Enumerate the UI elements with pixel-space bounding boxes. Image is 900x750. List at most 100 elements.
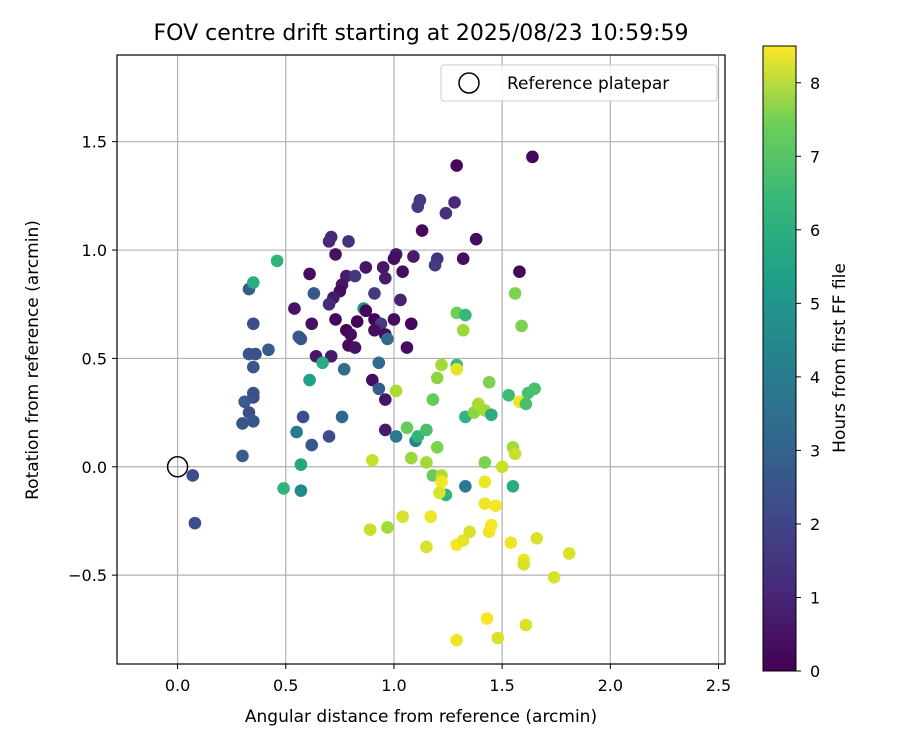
reference-platepar-marker bbox=[166, 456, 189, 478]
y-tick-label: 0.0 bbox=[82, 458, 107, 477]
data-point bbox=[294, 458, 308, 471]
chart-title: FOV centre drift starting at 2025/08/23 … bbox=[154, 21, 689, 46]
data-point bbox=[247, 276, 260, 289]
data-point bbox=[420, 423, 433, 437]
data-point bbox=[378, 423, 392, 437]
data-point bbox=[247, 317, 260, 331]
data-point bbox=[389, 430, 403, 443]
data-point bbox=[322, 297, 336, 311]
data-point bbox=[387, 252, 401, 266]
data-point bbox=[420, 456, 433, 469]
data-point bbox=[238, 395, 251, 409]
data-point bbox=[450, 633, 464, 647]
x-tick-label: 2.5 bbox=[706, 676, 731, 695]
data-point bbox=[270, 254, 284, 268]
data-point bbox=[363, 523, 377, 536]
data-point bbox=[348, 269, 362, 283]
data-point bbox=[303, 373, 316, 387]
data-point bbox=[396, 510, 409, 523]
data-point bbox=[378, 393, 392, 406]
data-point bbox=[305, 317, 319, 331]
data-point bbox=[277, 482, 290, 495]
colorbar-tick-label: 8 bbox=[810, 74, 820, 93]
data-point bbox=[450, 362, 464, 376]
x-tick-label: 0.5 bbox=[273, 676, 298, 695]
data-point bbox=[378, 271, 392, 285]
data-point bbox=[381, 521, 394, 534]
y-tick-label: −0.5 bbox=[68, 566, 107, 585]
data-point bbox=[508, 447, 522, 461]
data-point bbox=[389, 384, 403, 398]
data-point bbox=[435, 475, 448, 489]
data-point bbox=[342, 235, 355, 248]
data-point bbox=[435, 358, 448, 372]
x-axis-label: Angular distance from reference (arcmin) bbox=[245, 707, 597, 727]
data-point bbox=[236, 449, 249, 463]
data-point bbox=[508, 287, 522, 300]
data-point bbox=[247, 360, 260, 374]
data-point bbox=[294, 484, 308, 497]
legend-box bbox=[440, 64, 718, 102]
data-point bbox=[482, 375, 496, 389]
data-point bbox=[294, 332, 308, 346]
colorbar-tick-label: 3 bbox=[810, 441, 820, 460]
data-point bbox=[305, 438, 319, 452]
data-point bbox=[478, 475, 492, 489]
colorbar-tick-label: 7 bbox=[810, 147, 820, 166]
data-point bbox=[463, 525, 476, 539]
data-point bbox=[528, 382, 541, 396]
data-points bbox=[166, 150, 576, 647]
data-point bbox=[329, 313, 342, 326]
data-point bbox=[329, 248, 342, 261]
data-point bbox=[433, 486, 446, 500]
colorbar-tick-label: 4 bbox=[810, 368, 820, 387]
data-point bbox=[400, 341, 414, 354]
data-point bbox=[322, 235, 336, 248]
data-point bbox=[348, 341, 362, 354]
colorbar-tick-label: 5 bbox=[810, 294, 820, 313]
colorbar-tick-label: 1 bbox=[810, 588, 820, 607]
data-point bbox=[366, 373, 379, 387]
data-point bbox=[513, 265, 526, 279]
x-tick-label: 0.0 bbox=[165, 676, 190, 695]
y-axis-label: Rotation from reference (arcmin) bbox=[23, 220, 43, 500]
data-point bbox=[411, 200, 425, 214]
data-point bbox=[335, 410, 349, 424]
data-point bbox=[517, 558, 531, 571]
x-axis-ticks: 0.0 0.5 1.0 1.5 2.0 2.5 bbox=[165, 664, 731, 695]
data-point bbox=[368, 323, 381, 337]
data-point bbox=[396, 265, 409, 279]
data-point bbox=[469, 232, 483, 246]
data-point bbox=[502, 388, 515, 402]
data-point bbox=[359, 261, 373, 274]
data-point bbox=[485, 518, 498, 532]
data-point bbox=[519, 397, 533, 411]
data-point bbox=[236, 417, 249, 430]
data-point bbox=[368, 287, 381, 300]
data-point bbox=[506, 479, 520, 493]
colorbar-tick-label: 0 bbox=[810, 662, 820, 681]
data-point bbox=[495, 460, 509, 474]
data-point bbox=[337, 362, 351, 376]
data-point bbox=[424, 510, 438, 523]
data-point bbox=[288, 302, 301, 315]
y-tick-label: 1.5 bbox=[82, 133, 107, 152]
data-point bbox=[411, 430, 425, 443]
data-point bbox=[307, 287, 321, 300]
data-point bbox=[519, 618, 533, 632]
colorbar-tick-label: 2 bbox=[810, 515, 820, 534]
colorbar: 0 1 2 3 4 5 6 7 8 Hours from first FF file bbox=[762, 45, 850, 681]
data-point bbox=[407, 250, 420, 263]
data-point bbox=[456, 252, 470, 266]
data-point bbox=[316, 356, 329, 370]
data-point bbox=[430, 371, 444, 385]
colorbar-tick-label: 6 bbox=[810, 221, 820, 240]
colorbar-label: Hours from first FF file bbox=[830, 263, 850, 453]
data-point bbox=[376, 261, 390, 274]
colorbar-gradient bbox=[762, 45, 797, 672]
data-point bbox=[296, 410, 310, 424]
data-point bbox=[249, 347, 262, 361]
x-tick-label: 1.0 bbox=[381, 676, 406, 695]
y-tick-label: 1.0 bbox=[82, 241, 107, 260]
data-point bbox=[459, 308, 472, 322]
